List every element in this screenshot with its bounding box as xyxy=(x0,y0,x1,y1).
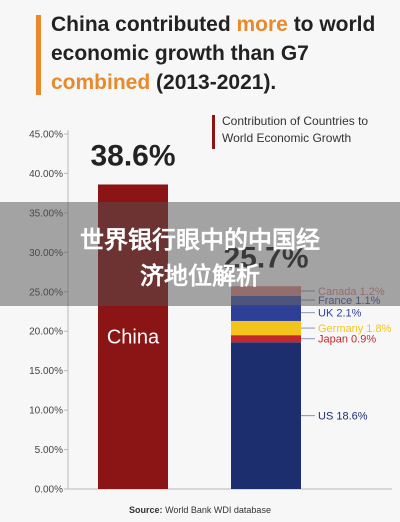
source-note: Source: World Bank WDI database xyxy=(0,505,400,515)
legend-text: Contribution of Countries to World Econo… xyxy=(222,114,369,145)
source-text: World Bank WDI database xyxy=(162,505,271,515)
segment-label-uk: UK 2.1% xyxy=(318,308,362,320)
segment-label-us: US 18.6% xyxy=(318,411,368,423)
bar-segment-japan xyxy=(231,335,301,343)
bar-segment-germany xyxy=(231,320,301,336)
title-accent-bar xyxy=(36,15,41,95)
y-tick-label: 15.00% xyxy=(29,366,63,377)
legend: Contribution of Countries to World Econo… xyxy=(212,113,397,153)
bar-segment-uk xyxy=(231,304,301,321)
title-part-1: China contributed xyxy=(51,13,237,36)
title-part-2: to world economic growth than G7 xyxy=(51,13,376,65)
chart-header: China contributed more to world economic… xyxy=(0,0,400,108)
chart-title: China contributed more to world economic… xyxy=(51,10,391,97)
y-tick-label: 45.00% xyxy=(29,130,63,141)
source-label: Source: xyxy=(129,505,163,515)
y-tick-label: 40.00% xyxy=(29,169,63,180)
title-highlight-more: more xyxy=(236,13,288,36)
bar-segment-us xyxy=(231,342,301,489)
title-highlight-combined: combined xyxy=(51,71,151,94)
watermark-overlay xyxy=(0,202,400,306)
y-tick-label: 20.00% xyxy=(29,327,63,338)
title-part-3: (2013-2021). xyxy=(150,71,277,94)
overlay-line-1: 世界银行眼中的中国经 xyxy=(80,226,320,254)
bar-category-label: China xyxy=(107,327,160,349)
segment-label-germany: Germany 1.8% xyxy=(318,323,392,335)
bar-total-label: 38.6% xyxy=(90,139,175,172)
y-tick-label: 10.00% xyxy=(29,406,63,417)
overlay-headline: 世界银行眼中的中国经 济地位解析 xyxy=(0,222,400,294)
overlay-line-2: 济地位解析 xyxy=(140,262,260,290)
segment-label-japan: Japan 0.9% xyxy=(318,334,376,346)
legend-bar xyxy=(212,115,215,149)
y-tick-label: 5.00% xyxy=(35,445,63,456)
y-tick-label: 0.00% xyxy=(35,485,63,496)
